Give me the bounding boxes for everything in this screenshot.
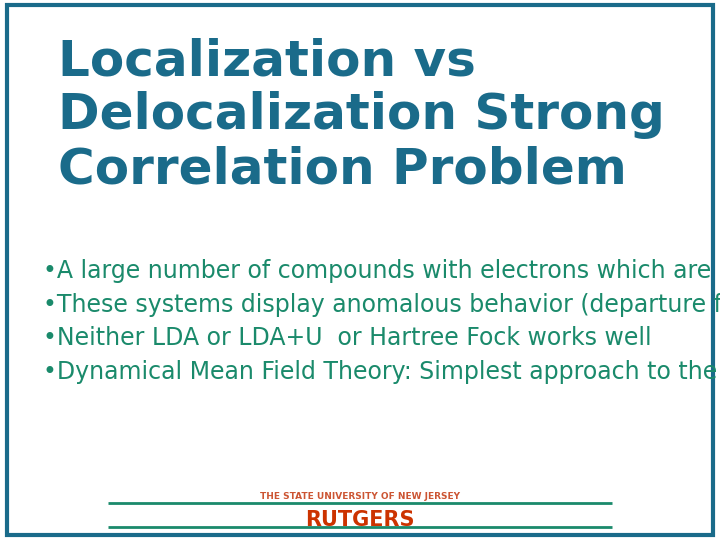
Text: RUTGERS: RUTGERS [305,510,415,530]
Text: •A large number of compounds with electrons which are not close to the well unde: •A large number of compounds with electr… [43,259,720,384]
Text: Localization vs
Delocalization Strong
Correlation Problem: Localization vs Delocalization Strong Co… [58,38,665,193]
Text: THE STATE UNIVERSITY OF NEW JERSEY: THE STATE UNIVERSITY OF NEW JERSEY [260,492,460,501]
